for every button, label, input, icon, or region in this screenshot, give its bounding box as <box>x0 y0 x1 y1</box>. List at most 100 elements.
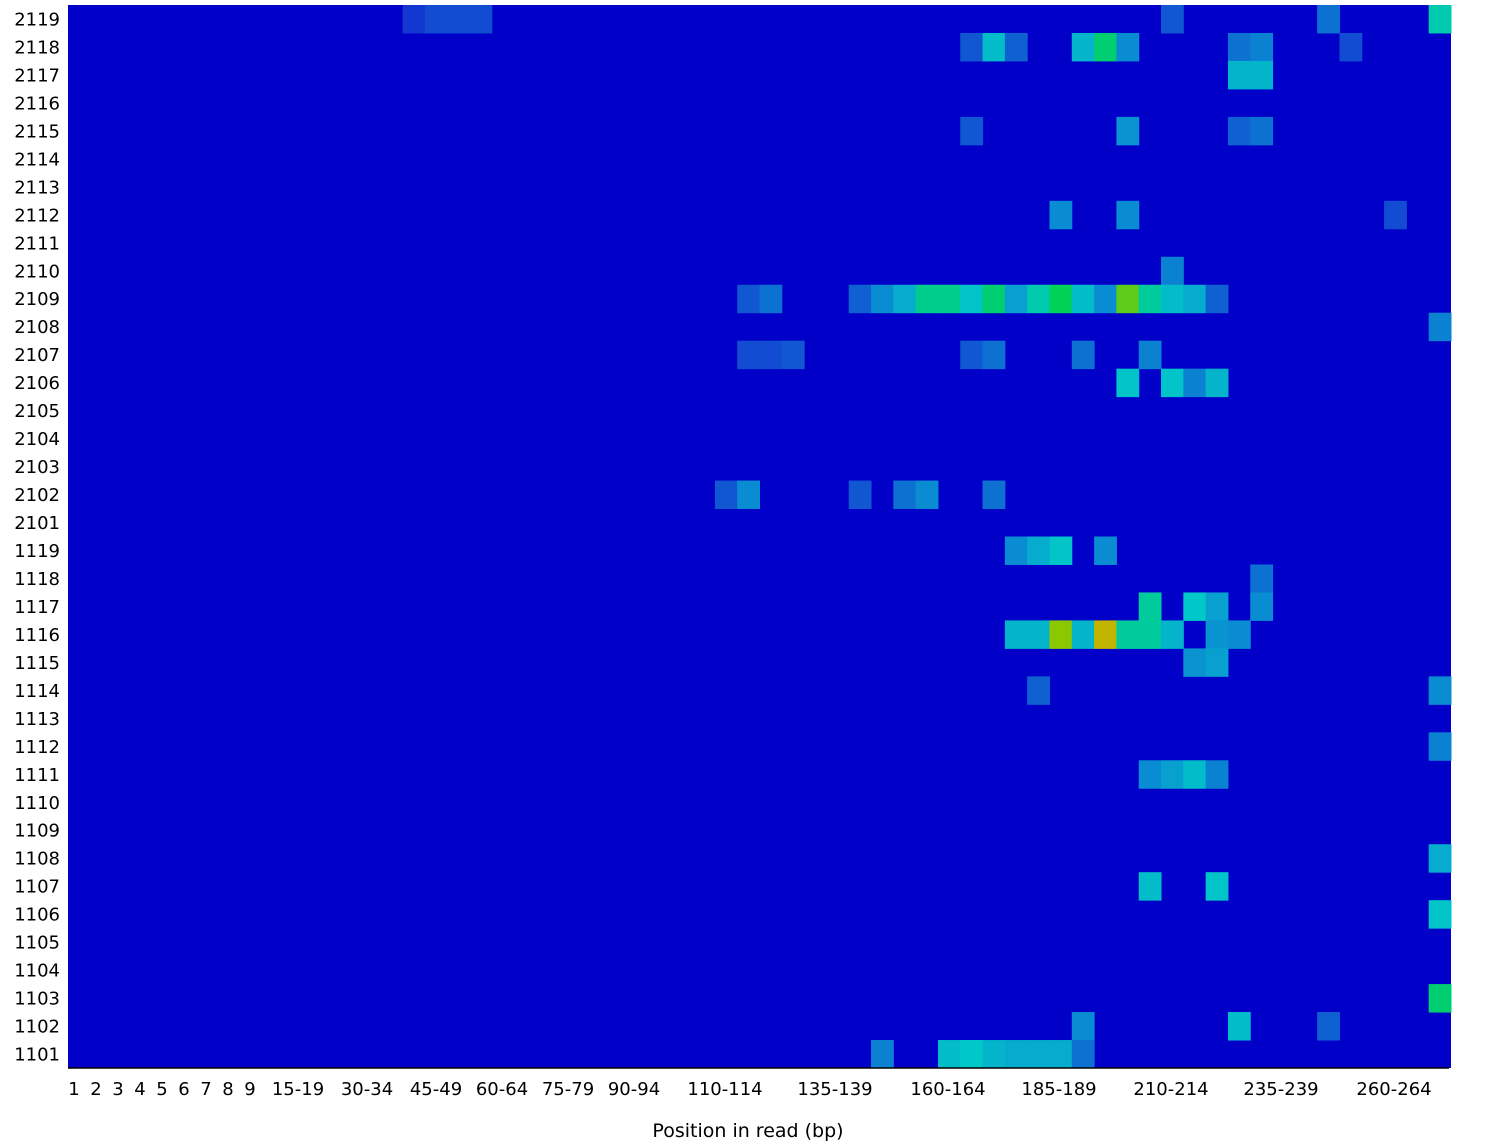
x-tick-label: 45-49 <box>410 1079 462 1100</box>
y-tick-label: 1117 <box>14 597 60 618</box>
y-tick-label: 2102 <box>14 485 60 506</box>
heatmap-cell <box>1116 200 1140 230</box>
heatmap-cell <box>1183 284 1207 314</box>
heatmap-cell <box>1004 536 1028 565</box>
heatmap-cell <box>1161 256 1184 286</box>
y-tick-label: 1113 <box>14 709 60 730</box>
x-tick-label: 75-79 <box>542 1079 594 1100</box>
heatmap-cell <box>1183 592 1207 621</box>
heatmap-cell <box>737 340 760 370</box>
y-tick-label: 1115 <box>14 653 60 674</box>
heatmap-cell <box>1049 536 1073 565</box>
heatmap-cell <box>1205 368 1229 398</box>
x-tick-label: 160-164 <box>910 1079 985 1100</box>
y-tick-label: 1116 <box>14 625 60 646</box>
heatmap-background <box>68 5 1451 1068</box>
y-tick-label: 2106 <box>14 373 60 394</box>
heatmap-cell <box>1138 872 1162 901</box>
y-tick-label: 2109 <box>14 289 60 310</box>
heatmap-cell <box>1138 592 1162 621</box>
heatmap-cell <box>1116 284 1140 314</box>
heatmap-cell <box>1250 32 1274 62</box>
heatmap-cell <box>424 5 448 34</box>
y-tick-label: 1110 <box>14 793 60 814</box>
heatmap-cell <box>1250 592 1274 621</box>
heatmap-cell <box>737 284 760 314</box>
y-tick-label: 1102 <box>14 1017 60 1038</box>
heatmap-cell <box>1138 760 1162 789</box>
x-tick-label: 15-19 <box>272 1079 324 1100</box>
heatmap-cell <box>1138 620 1162 649</box>
y-tick-label: 2113 <box>14 177 60 198</box>
y-tick-label: 1119 <box>14 541 60 562</box>
heatmap-cell <box>982 32 1006 62</box>
heatmap-cell <box>1317 1012 1340 1041</box>
y-tick-label: 2104 <box>14 429 60 450</box>
x-tick-label: 3 <box>112 1079 123 1100</box>
heatmap-cell <box>1227 32 1251 62</box>
y-tick-label: 2116 <box>14 93 60 114</box>
heatmap-cell <box>1428 676 1452 705</box>
y-tick-label: 2108 <box>14 317 60 338</box>
heatmap-cell <box>469 5 493 34</box>
y-tick-label: 1101 <box>14 1045 60 1066</box>
heatmap-cell <box>1183 368 1207 398</box>
heatmap-cell <box>1428 5 1452 34</box>
heatmap-cell <box>1205 620 1229 649</box>
x-tick-label: 30-34 <box>341 1079 393 1100</box>
heatmap-cell <box>447 5 471 34</box>
x-tick-label: 9 <box>244 1079 255 1100</box>
y-tick-label: 1103 <box>14 989 60 1010</box>
x-tick-label: 4 <box>134 1079 145 1100</box>
x-tick-label: 135-139 <box>797 1079 872 1100</box>
heatmap-cell <box>848 284 872 314</box>
heatmap-cell <box>1116 368 1140 398</box>
heatmap-cell <box>1004 620 1028 649</box>
y-tick-label: 1118 <box>14 569 60 590</box>
heatmap-cell <box>960 284 984 314</box>
heatmap-cell <box>937 284 961 314</box>
heatmap-cell <box>1116 32 1140 62</box>
heatmap-cell <box>1071 620 1095 649</box>
heatmap-cell <box>1049 1040 1073 1069</box>
heatmap-cell <box>1384 200 1407 230</box>
heatmap-cell <box>915 480 939 510</box>
y-tick-label: 2101 <box>14 513 60 534</box>
heatmap-cell <box>1317 5 1340 34</box>
heatmap-cell <box>1027 620 1050 649</box>
heatmap-cell <box>1071 340 1095 370</box>
heatmap-cell <box>1205 760 1229 789</box>
x-tick-label: 110-114 <box>687 1079 762 1100</box>
heatmap-cell <box>960 1040 984 1069</box>
heatmap-cell <box>982 284 1006 314</box>
heatmap-cell <box>893 480 917 510</box>
y-tick-label: 1109 <box>14 821 60 842</box>
heatmap-cell <box>1094 536 1117 565</box>
heatmap-cell <box>1094 284 1117 314</box>
heatmap-cell <box>1071 284 1095 314</box>
heatmap-cell <box>937 1040 961 1069</box>
heatmap-cell <box>1205 872 1229 901</box>
heatmap-cell <box>1027 676 1050 705</box>
y-axis-tick-labels: 2119 2118 2117 2116 2115 2114 2113 2112 2111 2110… <box>14 10 60 1066</box>
x-tick-label: 6 <box>178 1079 189 1100</box>
heatmap-cell <box>1049 620 1073 649</box>
heatmap-cell <box>1428 732 1452 761</box>
y-tick-label: 2119 <box>14 10 60 31</box>
heatmap-cell <box>1004 284 1028 314</box>
heatmap-cell <box>1339 32 1363 62</box>
y-tick-label: 2103 <box>14 457 60 478</box>
heatmap-cell <box>1183 648 1207 677</box>
y-tick-label: 1106 <box>14 905 60 926</box>
heatmap-cells <box>68 5 1452 1069</box>
heatmap-cell <box>871 284 894 314</box>
x-tick-label: 60-64 <box>476 1079 528 1100</box>
heatmap-cell <box>1027 284 1050 314</box>
y-tick-label: 2111 <box>14 233 60 254</box>
heatmap-cell <box>1227 620 1251 649</box>
y-tick-label: 1107 <box>14 877 60 898</box>
heatmap-cell <box>1004 1040 1028 1069</box>
heatmap-cell <box>402 5 426 34</box>
heatmap-cell <box>1116 620 1140 649</box>
